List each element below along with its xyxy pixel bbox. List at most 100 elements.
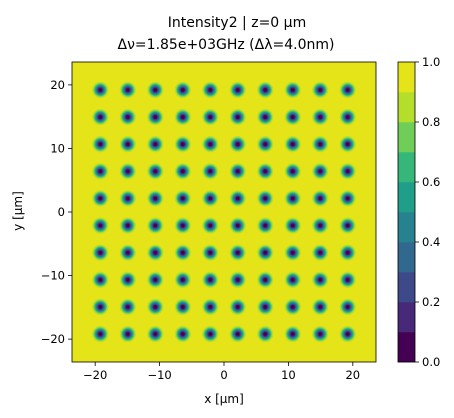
- spot-5-2: [229, 271, 246, 288]
- x-axis: −20 −10 0 10 20: [83, 362, 360, 382]
- spot-6-5: [257, 190, 274, 207]
- spot-4-1: [202, 298, 219, 315]
- spot-7-2: [284, 271, 301, 288]
- y-axis: −20 −10 0 10 20: [41, 78, 72, 346]
- spot-8-1: [312, 298, 329, 315]
- spot-9-7: [339, 136, 356, 153]
- heatmap-background: [72, 62, 376, 362]
- spot-8-9: [312, 81, 329, 98]
- spot-2-6: [147, 163, 164, 180]
- spot-3-6: [174, 163, 191, 180]
- spot-3-9: [174, 81, 191, 98]
- spot-5-1: [229, 298, 246, 315]
- colorbar-segment: [398, 122, 415, 153]
- spot-0-2: [92, 271, 109, 288]
- spot-6-2: [257, 271, 274, 288]
- spot-2-4: [147, 217, 164, 234]
- spot-3-3: [174, 244, 191, 261]
- spot-0-0: [92, 325, 109, 343]
- y-tick-label: 0: [58, 205, 65, 219]
- spot-0-3: [92, 244, 109, 261]
- plot-area: [71, 61, 377, 363]
- colorbar-segment: [398, 332, 415, 363]
- spot-5-4: [229, 217, 246, 234]
- spot-0-6: [92, 163, 109, 180]
- colorbar-tick-label: 1.0: [422, 55, 440, 69]
- spot-2-0: [147, 325, 164, 343]
- spot-5-5: [229, 190, 246, 207]
- colorbar-frame: [397, 61, 416, 363]
- y-tick-label: 20: [50, 78, 65, 92]
- colorbar-segment: [398, 212, 415, 243]
- spot-4-7: [202, 136, 219, 153]
- spot-3-1: [174, 298, 191, 315]
- spot-7-0: [284, 325, 301, 343]
- y-axis-label: y [μm]: [11, 191, 25, 231]
- spot-5-0: [229, 325, 246, 343]
- colorbar-segment: [398, 152, 415, 183]
- spot-2-9: [147, 81, 164, 98]
- spot-1-9: [119, 81, 136, 98]
- spot-2-8: [147, 109, 164, 126]
- spot-7-7: [284, 136, 301, 153]
- spot-3-2: [174, 271, 191, 288]
- colorbar-tick-label: 0.8: [422, 115, 440, 129]
- spot-6-4: [257, 217, 274, 234]
- spot-7-9: [284, 81, 301, 98]
- colorbar-tick-label: 0.4: [422, 235, 440, 249]
- x-tick-label: 0: [220, 368, 227, 382]
- colorbar: 0.0 0.2 0.4 0.6 0.8 1.0: [397, 55, 440, 369]
- colorbar-segment: [398, 62, 415, 93]
- spot-8-2: [312, 271, 329, 288]
- y-tick-label: 10: [50, 141, 65, 155]
- spot-9-0: [339, 325, 356, 343]
- spot-2-3: [147, 244, 164, 261]
- spot-0-7: [92, 136, 109, 153]
- spot-5-6: [229, 163, 246, 180]
- spot-1-1: [119, 298, 136, 315]
- spot-4-8: [202, 109, 219, 126]
- spot-7-1: [284, 298, 301, 315]
- spot-6-1: [257, 298, 274, 315]
- chart-title-line2: Δν=1.85e+03GHz (Δλ=4.0nm): [118, 37, 335, 53]
- spot-8-5: [312, 190, 329, 207]
- spot-6-0: [257, 325, 274, 343]
- spot-1-7: [119, 136, 136, 153]
- spot-3-8: [174, 109, 191, 126]
- spot-8-8: [312, 109, 329, 126]
- spot-0-1: [92, 298, 109, 315]
- spot-1-0: [119, 325, 136, 343]
- spot-1-4: [119, 217, 136, 234]
- spot-9-5: [339, 190, 356, 207]
- colorbar-segment: [398, 242, 415, 273]
- spot-8-0: [312, 325, 329, 343]
- spot-0-8: [92, 109, 109, 126]
- spot-8-3: [312, 244, 329, 261]
- spot-6-6: [257, 163, 274, 180]
- spot-3-7: [174, 136, 191, 153]
- spot-8-7: [312, 136, 329, 153]
- colorbar-tick-label: 0.6: [422, 175, 440, 189]
- spot-9-3: [339, 244, 356, 261]
- spot-4-4: [202, 217, 219, 234]
- spot-9-1: [339, 298, 356, 315]
- spot-4-3: [202, 244, 219, 261]
- spot-2-7: [147, 136, 164, 153]
- spot-6-8: [257, 109, 274, 126]
- spot-4-6: [202, 163, 219, 180]
- x-tick-label: 20: [345, 368, 360, 382]
- y-tick-label: −20: [41, 332, 65, 346]
- spot-3-4: [174, 217, 191, 234]
- spot-2-1: [147, 298, 164, 315]
- spot-1-2: [119, 271, 136, 288]
- spot-5-3: [229, 244, 246, 261]
- x-tick-label: 10: [281, 368, 296, 382]
- spot-0-4: [92, 217, 109, 234]
- spot-7-4: [284, 217, 301, 234]
- colorbar-segment: [398, 272, 415, 303]
- spot-2-2: [147, 271, 164, 288]
- spot-0-5: [92, 190, 109, 207]
- spot-5-9: [229, 81, 246, 98]
- spot-7-5: [284, 190, 301, 207]
- y-tick-label: −10: [41, 269, 65, 283]
